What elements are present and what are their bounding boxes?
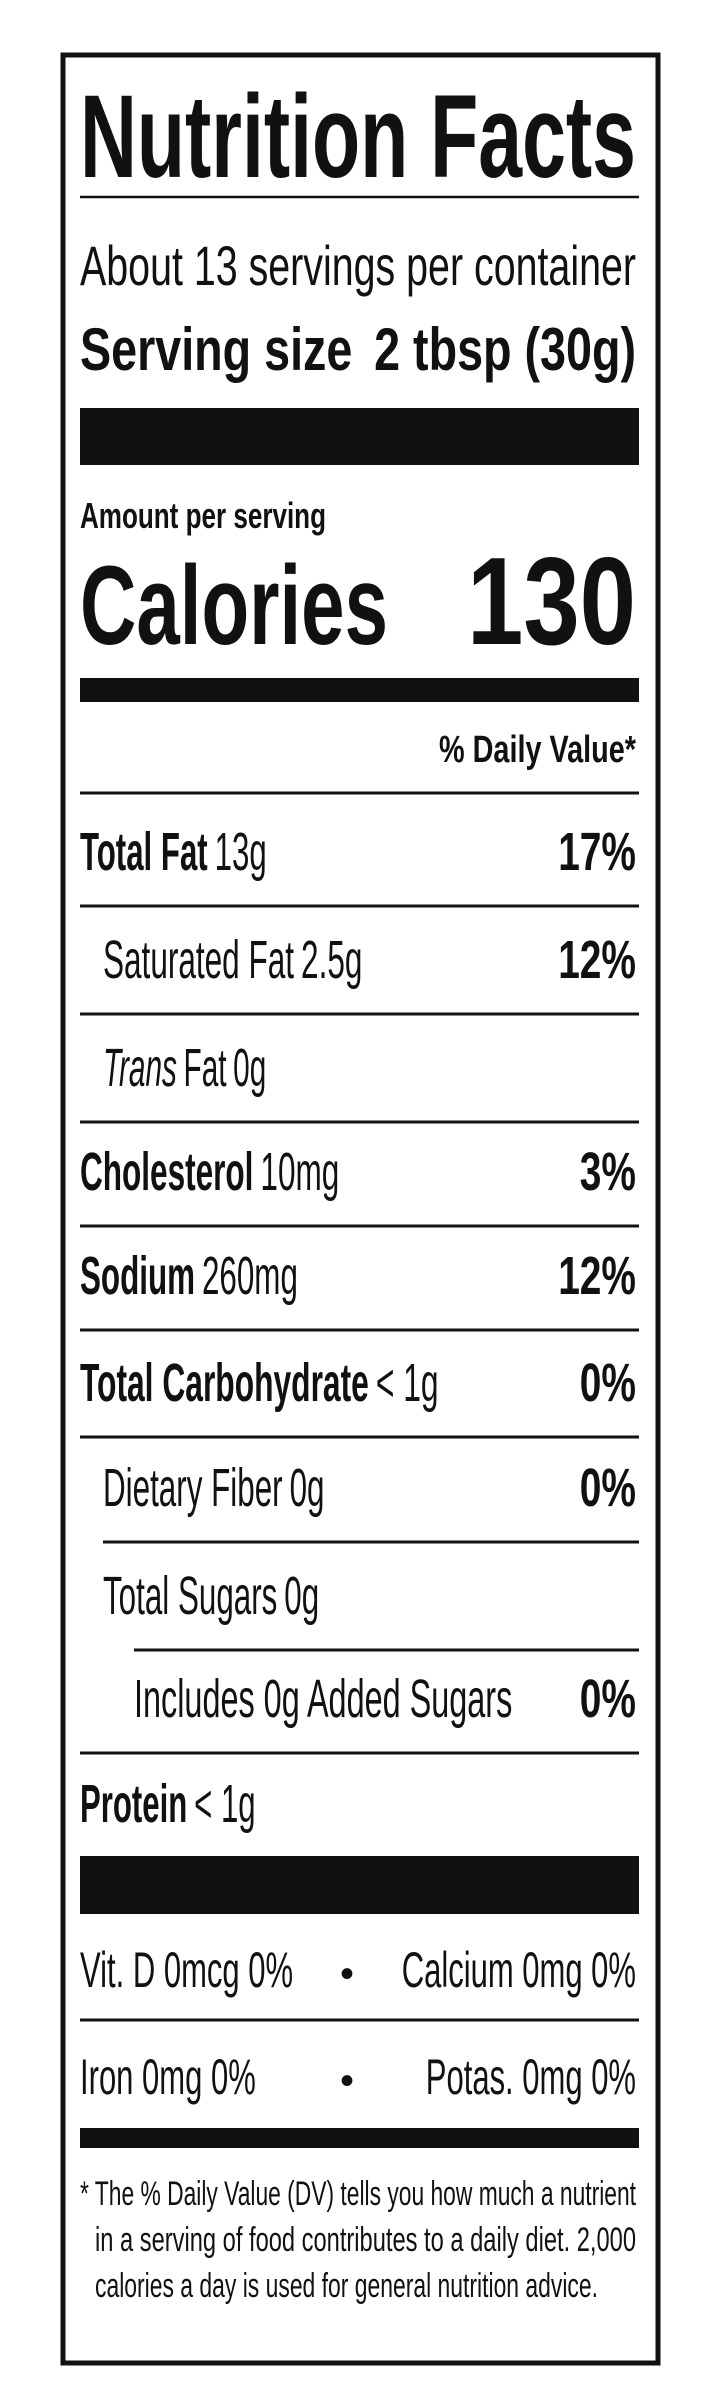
separator: • bbox=[340, 1952, 354, 1996]
nutrient-name: Protein bbox=[80, 1774, 187, 1834]
nutrient-label: Saturated Fat2.5g bbox=[103, 930, 362, 990]
vitamin: Vit. D 0mcg 0% bbox=[80, 1942, 293, 1998]
servings: About 13 servings per container bbox=[80, 234, 636, 297]
serving-size-value: 2 tbsp (30g) bbox=[374, 316, 636, 383]
nutrient-label: Cholesterol10mg bbox=[80, 1142, 339, 1202]
daily-value: 0% bbox=[580, 1353, 636, 1413]
calories-label: Calories bbox=[80, 543, 388, 668]
footnote: calories a day is used for general nutri… bbox=[95, 2267, 598, 2305]
nutrient-amount: 0g bbox=[284, 1566, 319, 1626]
thick-bar bbox=[80, 2128, 639, 2148]
footnote: in a serving of food contributes to a da… bbox=[95, 2221, 636, 2259]
daily-value: 12% bbox=[558, 930, 636, 990]
nutrient-amount: 2.5g bbox=[301, 930, 362, 990]
nutrient-name: Total Fat bbox=[80, 822, 208, 882]
nutrient-amount: 13g bbox=[215, 822, 267, 882]
serving-size-label: Serving size bbox=[80, 316, 352, 383]
thick-bar bbox=[80, 1856, 639, 1914]
daily-value: 17% bbox=[558, 822, 636, 882]
vitamin: Potas. 0mg 0% bbox=[426, 2049, 636, 2105]
vitamin: Iron 0mg 0% bbox=[80, 2049, 256, 2105]
nutrient-name: Total Sugars bbox=[103, 1566, 277, 1626]
nutrient-amount: 0g bbox=[290, 1458, 325, 1518]
vitamin: Calcium 0mg 0% bbox=[402, 1942, 636, 1998]
nutrient-name-prefix: Trans bbox=[103, 1038, 177, 1098]
title: Nutrition Facts bbox=[80, 71, 636, 203]
daily-value: 0% bbox=[580, 1669, 636, 1729]
nutrient-amount: < 1g bbox=[194, 1774, 255, 1834]
thick-bar bbox=[80, 408, 639, 465]
daily-value-header: % Daily Value* bbox=[439, 729, 636, 771]
nutrient-amount: 10mg bbox=[260, 1142, 339, 1202]
daily-value: 0% bbox=[580, 1458, 636, 1518]
serving-size: Serving size 2 tbsp (30g) bbox=[80, 316, 636, 383]
nutrient-name: Cholesterol bbox=[80, 1142, 253, 1202]
daily-value: 3% bbox=[580, 1142, 636, 1202]
nutrient-label: Includes 0g Added Sugars bbox=[134, 1669, 512, 1729]
amount-per-serving: Amount per serving bbox=[80, 495, 326, 536]
nutrient-name: Sodium bbox=[80, 1246, 195, 1306]
nutrient-amount: < 1g bbox=[376, 1353, 439, 1413]
nutrient-rows: Total Fat13g 17% Saturated Fat2.5g 12% Trans… bbox=[80, 822, 639, 2305]
footnote: * The % Daily Value (DV) tells you how m… bbox=[80, 2175, 636, 2213]
nutrient-label: TransFat0g bbox=[103, 1038, 266, 1098]
nutrient-amount: 0g bbox=[233, 1038, 266, 1098]
nutrient-label: Total Carbohydrate< 1g bbox=[80, 1353, 439, 1413]
nutrient-name: Includes 0g Added Sugars bbox=[134, 1669, 512, 1729]
daily-value: 12% bbox=[558, 1246, 636, 1306]
label-border bbox=[60, 52, 661, 2366]
nutrient-name: Total Carbohydrate bbox=[80, 1353, 369, 1413]
nutrient-amount: 260mg bbox=[202, 1246, 298, 1306]
nutrient-name: Fat bbox=[184, 1038, 227, 1098]
nutrient-label: Protein< 1g bbox=[80, 1774, 256, 1834]
nutrient-label: Dietary Fiber0g bbox=[103, 1458, 325, 1518]
nutrient-name: Dietary Fiber bbox=[103, 1458, 283, 1518]
thick-bar bbox=[80, 678, 639, 702]
calories-value: 130 bbox=[467, 533, 636, 671]
separator: • bbox=[340, 2059, 354, 2103]
nutrient-label: Sodium260mg bbox=[80, 1246, 298, 1306]
nutrient-name: Saturated Fat bbox=[103, 930, 294, 990]
nutrient-label: Total Sugars0g bbox=[103, 1566, 319, 1626]
nutrient-label: Total Fat13g bbox=[80, 822, 267, 882]
